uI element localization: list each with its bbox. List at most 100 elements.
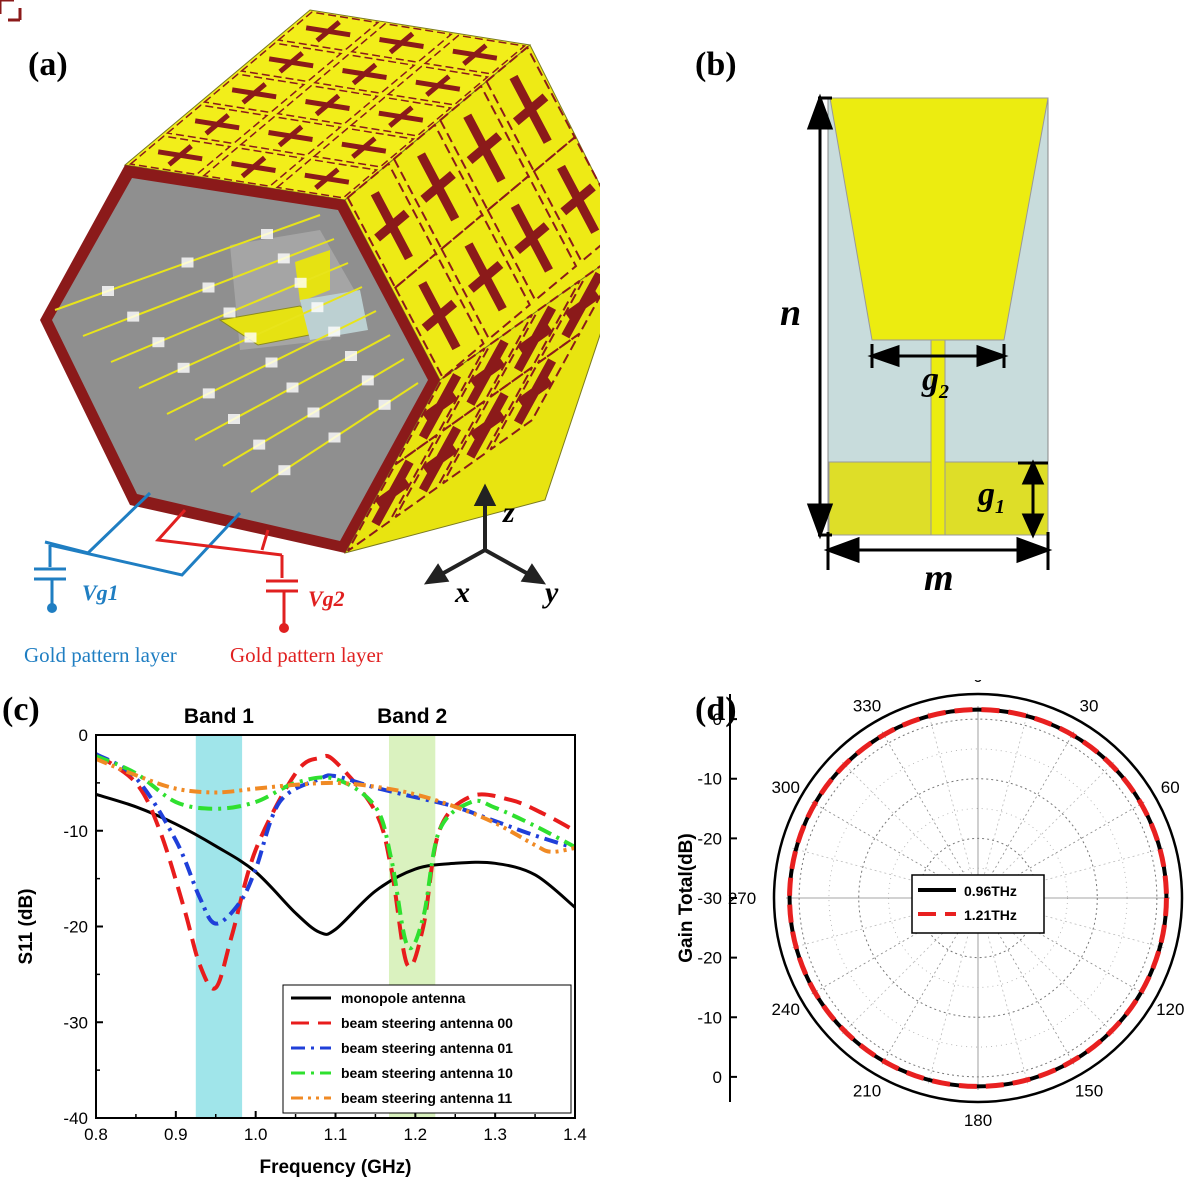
pattern-frame	[275, 158, 379, 199]
angle-tick-label: 210	[853, 1081, 881, 1100]
angle-tick-label: 0	[973, 680, 982, 686]
polar-outer-ring	[772, 692, 1184, 1104]
angle-tick-label: 180	[964, 1111, 992, 1130]
pattern-frame	[276, 11, 380, 52]
panel-b: (b) n m g1 g2	[695, 46, 1053, 599]
pattern-frame	[441, 313, 534, 432]
pattern-frame	[128, 135, 232, 176]
graphene-cluster	[127, 311, 140, 322]
vg1-circuit	[34, 491, 242, 606]
pattern-frame	[441, 366, 534, 485]
pattern-cross	[370, 191, 413, 261]
pattern-cross	[415, 74, 461, 97]
pattern-frame	[386, 65, 490, 106]
x-tick-label: 1.2	[404, 1125, 428, 1144]
polar-series-2	[787, 707, 1169, 1089]
x-tick-label: 0.8	[84, 1125, 108, 1144]
pattern-cross	[513, 358, 557, 425]
radial-tick-label: -10	[697, 1008, 722, 1027]
y-tick-label: -20	[63, 918, 88, 937]
pattern-cross	[157, 144, 203, 167]
pattern-frame	[349, 96, 453, 137]
pattern-cross	[464, 242, 507, 312]
pattern-frame	[313, 54, 416, 94]
radial-tick-label: -10	[697, 770, 722, 789]
dimension-m	[823, 532, 1053, 570]
pattern-frame	[423, 34, 527, 75]
graphene-cluster	[328, 432, 341, 443]
graphene-cluster	[345, 351, 357, 361]
right-face-pattern	[346, 45, 600, 552]
series-line-1	[95, 792, 576, 936]
graphene-cluster	[265, 357, 278, 368]
pattern-cross	[510, 203, 553, 273]
y-tick-label: -40	[63, 1109, 88, 1128]
polar-spoke	[977, 731, 1075, 899]
pattern-frame	[239, 42, 343, 83]
dimension-g2	[867, 344, 1009, 368]
graphene-cluster	[378, 399, 391, 410]
legend-entry: 0.96THz	[964, 883, 1017, 899]
series-line-4	[95, 754, 576, 950]
gold-layer-label-red: Gold pattern layer	[230, 643, 383, 667]
gold-layer-label-blue: Gold pattern layer	[24, 643, 177, 667]
vg2-label: Vg2	[308, 586, 345, 611]
pattern-frame	[276, 85, 379, 125]
pattern-cross	[268, 124, 313, 148]
feed-line	[930, 339, 946, 536]
pattern-cross	[418, 425, 462, 493]
graphene-cluster	[177, 362, 190, 373]
legend-entry: 1.21THz	[964, 907, 1017, 923]
panel-d-polar-chart: (d) 03060901201501802102402703003300-10-…	[676, 680, 1184, 1130]
x-tick-label: 1.1	[324, 1125, 348, 1144]
y-tick-label: -10	[63, 822, 88, 841]
dim-g1-label: g1	[977, 476, 1005, 518]
pattern-cross	[305, 20, 351, 43]
graphene-cluster	[102, 286, 114, 296]
legend-entry: beam steering antenna 01	[341, 1040, 513, 1056]
legend-box	[911, 874, 1045, 934]
pattern-frame	[532, 135, 600, 263]
pattern-cross	[231, 82, 277, 105]
polar-spoke	[881, 731, 979, 899]
graphene-clusters	[102, 229, 391, 476]
x-tick-label: 1.3	[483, 1125, 507, 1144]
ground-plane-left	[828, 461, 932, 536]
inner-antenna-feed	[295, 250, 330, 302]
radial-tick-label: 0	[713, 710, 722, 729]
pattern-cross	[194, 113, 240, 136]
angle-tick-label: 330	[853, 697, 881, 716]
angle-tick-label: 150	[1075, 1081, 1103, 1100]
pattern-frame	[486, 174, 578, 302]
polar-spoke	[927, 712, 979, 899]
legend-entry: beam steering antenna 00	[341, 1015, 513, 1031]
graphene-cluster	[181, 257, 194, 268]
panel-b-label: (b)	[695, 46, 737, 83]
pattern-cross	[509, 74, 552, 144]
y-tick-label: -30	[63, 1013, 88, 1032]
pattern-frame	[202, 147, 305, 187]
pattern-frame	[202, 73, 306, 114]
vg2-circuit	[154, 508, 298, 624]
pattern-cross	[557, 164, 600, 234]
y-tick-label: 0	[79, 726, 88, 745]
pattern-cross	[513, 305, 557, 373]
pattern-cross	[371, 459, 414, 527]
pattern-frame	[394, 400, 486, 519]
graphene-cluster	[328, 326, 341, 337]
pattern-cross	[418, 373, 462, 440]
axis-z-label: z	[502, 496, 515, 529]
pattern-frame	[350, 23, 453, 63]
pattern-cross	[452, 43, 498, 66]
tapered-patch	[829, 97, 1049, 341]
pattern-frame	[536, 265, 600, 365]
graphene-cluster	[286, 382, 299, 393]
pattern-frame	[394, 252, 485, 380]
axis-y-label: y	[542, 576, 559, 609]
dim-g2-label: g2	[921, 361, 949, 403]
series-line-2	[94, 752, 576, 991]
pattern-cross	[305, 93, 350, 117]
pattern-cross	[417, 152, 460, 222]
pattern-cross	[341, 136, 387, 159]
vg1-label: Vg1	[82, 580, 119, 605]
